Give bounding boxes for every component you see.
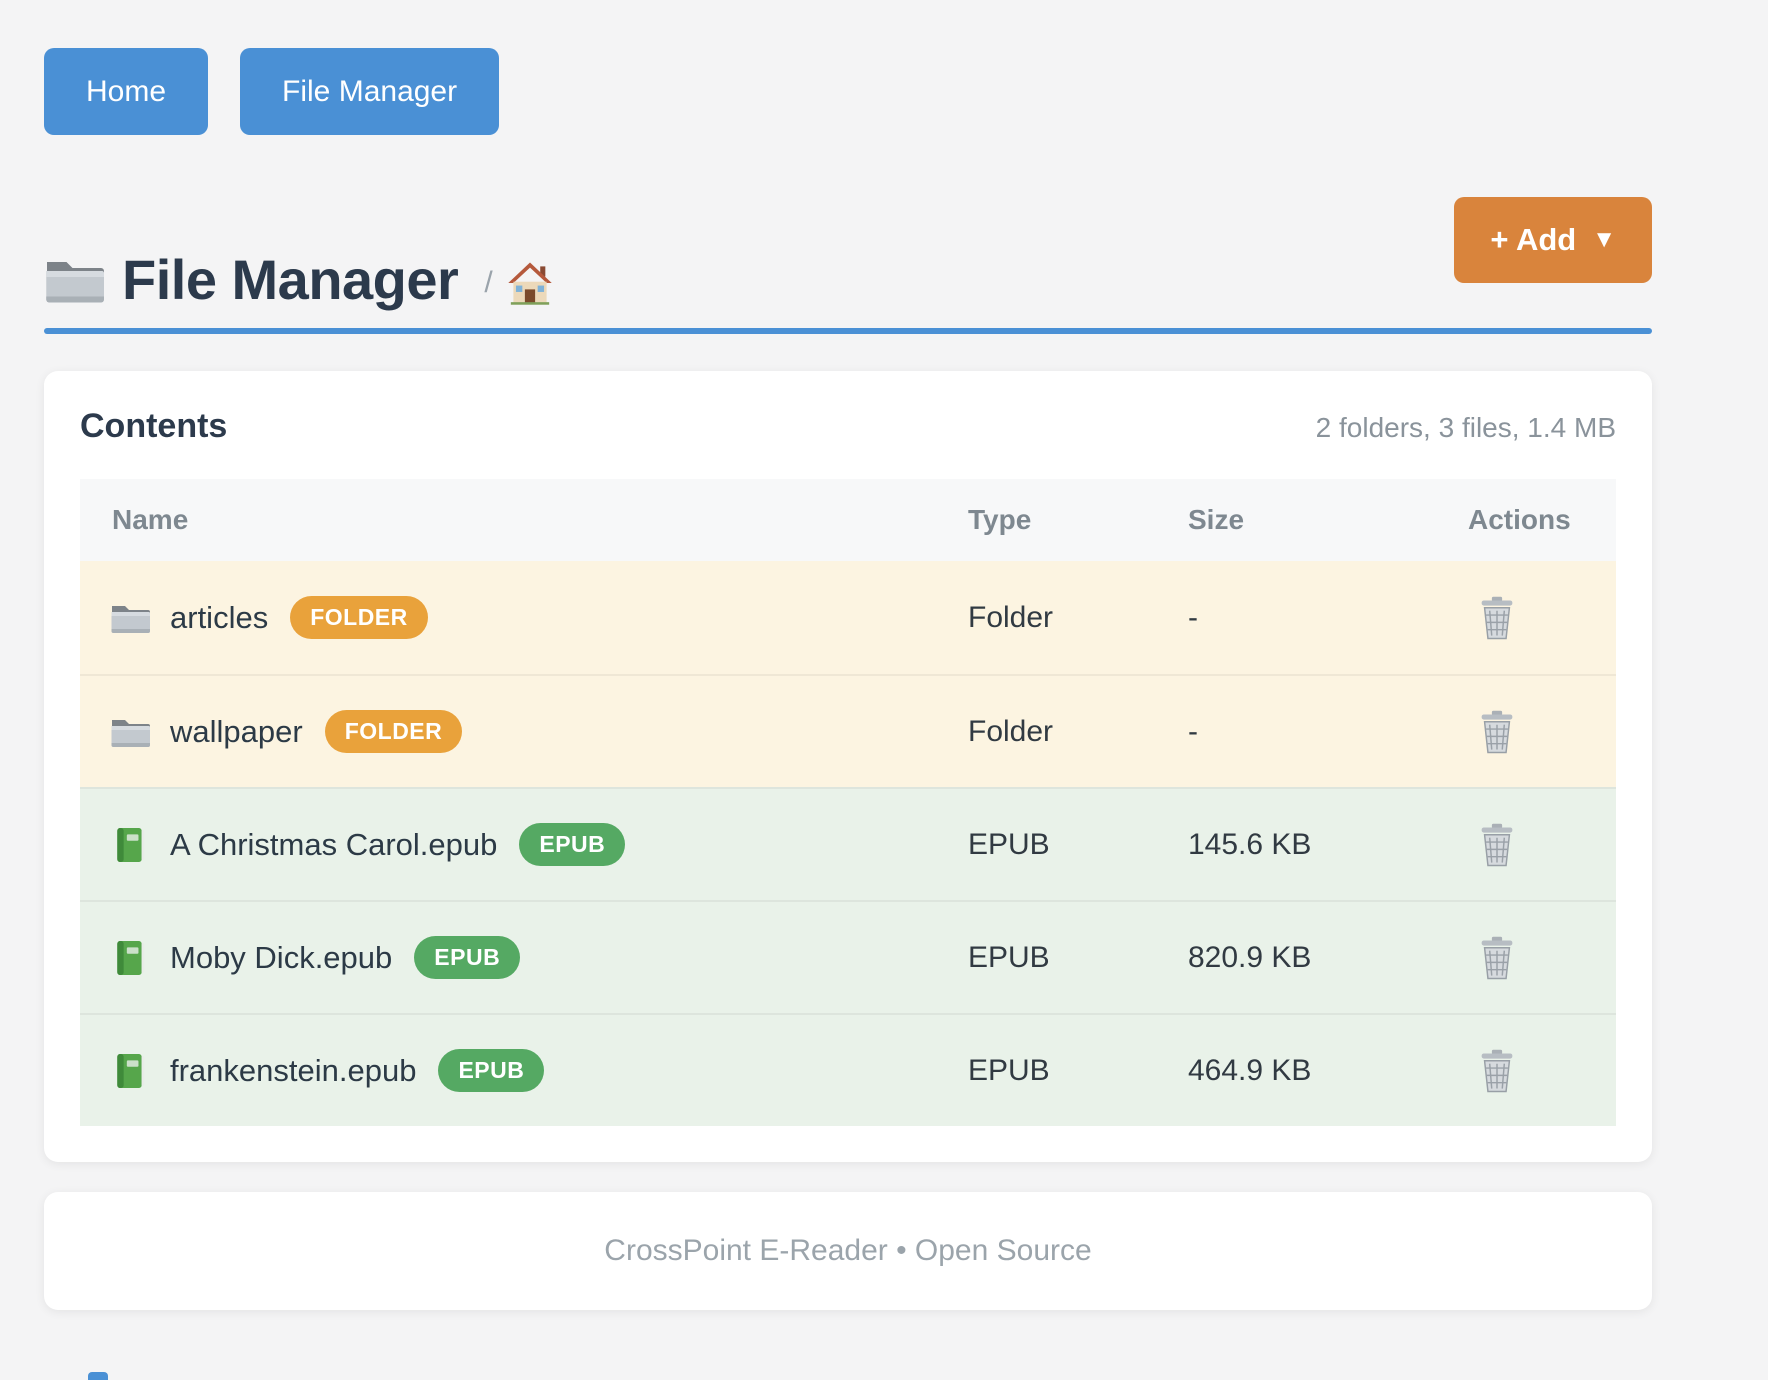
delete-button[interactable]: [1478, 823, 1516, 867]
table-row[interactable]: Moby Dick.epub EPUB EPUB 820.9 KB: [80, 900, 1616, 1013]
table-header: Name Type Size Actions: [80, 479, 1616, 561]
top-nav: Home File Manager: [44, 48, 500, 135]
folder-icon: [44, 255, 104, 305]
footer-card: CrossPoint E-Reader • Open Source: [44, 1192, 1652, 1310]
contents-card: Contents 2 folders, 3 files, 1.4 MB Name…: [44, 371, 1652, 1162]
folder-icon: [110, 714, 150, 750]
type-cell: EPUB: [968, 940, 1050, 974]
delete-button[interactable]: [1478, 596, 1516, 640]
page-header: File Manager /: [44, 240, 553, 320]
page-title: File Manager: [122, 248, 459, 311]
header-divider: [44, 328, 1652, 334]
column-header-actions: Actions: [1468, 504, 1571, 535]
type-cell: Folder: [968, 600, 1054, 634]
breadcrumb-separator: /: [484, 266, 493, 299]
trash-icon: [1478, 596, 1516, 640]
delete-button[interactable]: [1478, 710, 1516, 754]
type-badge: EPUB: [414, 936, 521, 979]
table-row[interactable]: A Christmas Carol.epub EPUB EPUB 145.6 K…: [80, 787, 1616, 900]
size-cell: 145.6 KB: [1188, 827, 1312, 861]
type-badge: FOLDER: [324, 710, 463, 753]
file-name: Moby Dick.epub: [170, 939, 393, 975]
type-cell: EPUB: [968, 1053, 1050, 1087]
book-icon: [110, 827, 150, 863]
book-icon: [110, 940, 150, 976]
add-button[interactable]: + Add ▼: [1454, 197, 1652, 283]
column-header-type: Type: [968, 504, 1032, 535]
column-header-size: Size: [1188, 504, 1245, 535]
size-cell: 464.9 KB: [1188, 1053, 1312, 1087]
chevron-down-icon: ▼: [1592, 226, 1616, 253]
column-header-name: Name: [112, 504, 189, 535]
trash-icon: [1478, 1049, 1516, 1093]
book-icon: [110, 1053, 150, 1089]
footer-text: CrossPoint E-Reader • Open Source: [604, 1234, 1092, 1267]
add-button-label: + Add: [1490, 222, 1577, 257]
file-name: articles: [170, 599, 269, 635]
type-cell: Folder: [968, 714, 1054, 748]
size-cell: -: [1188, 714, 1198, 748]
type-badge: EPUB: [438, 1049, 545, 1092]
size-cell: -: [1188, 600, 1198, 634]
delete-button[interactable]: [1478, 1049, 1516, 1093]
home-icon[interactable]: [507, 261, 553, 305]
type-badge: EPUB: [519, 823, 626, 866]
contents-title: Contents: [80, 407, 228, 445]
delete-button[interactable]: [1478, 936, 1516, 980]
file-name: frankenstein.epub: [170, 1052, 417, 1088]
trash-icon: [1478, 936, 1516, 980]
file-name: A Christmas Carol.epub: [170, 826, 498, 862]
file-manager-button[interactable]: File Manager: [240, 48, 500, 135]
home-button[interactable]: Home: [44, 48, 209, 135]
type-cell: EPUB: [968, 827, 1050, 861]
table-row[interactable]: articles FOLDER Folder -: [80, 561, 1616, 674]
type-badge: FOLDER: [290, 596, 428, 639]
size-cell: 820.9 KB: [1188, 940, 1312, 974]
table-row[interactable]: wallpaper FOLDER Folder -: [80, 674, 1616, 787]
file-name: wallpaper: [170, 713, 303, 749]
partial-blue-element: [88, 1372, 108, 1380]
trash-icon: [1478, 710, 1516, 754]
table-row[interactable]: frankenstein.epub EPUB EPUB 464.9 KB: [80, 1013, 1616, 1126]
trash-icon: [1478, 823, 1516, 867]
folder-icon: [110, 600, 150, 636]
contents-summary: 2 folders, 3 files, 1.4 MB: [1315, 412, 1616, 443]
